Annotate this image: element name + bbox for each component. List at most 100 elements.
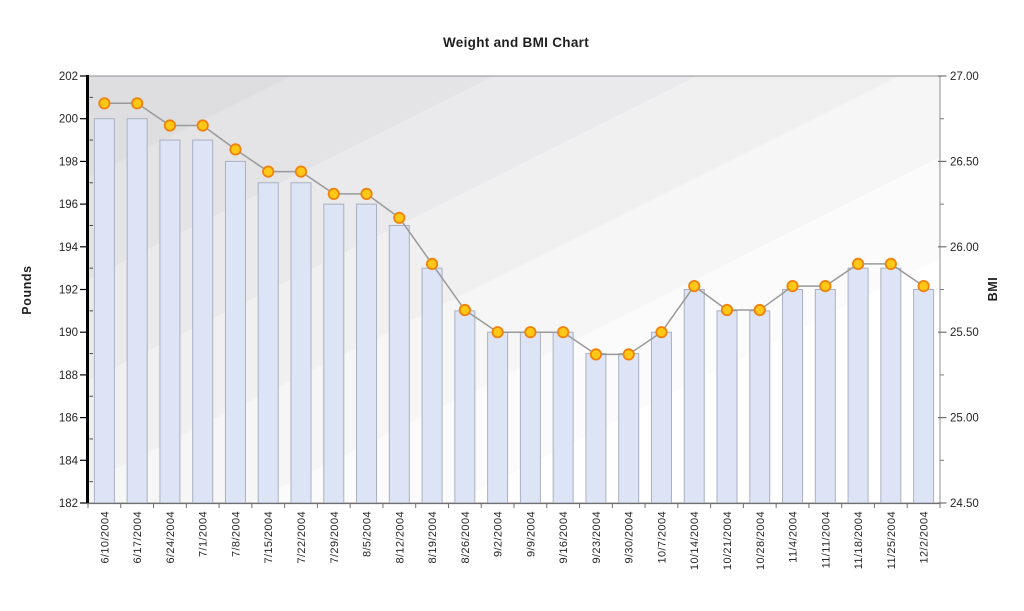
bmi-marker	[688, 279, 701, 293]
weight-bar	[650, 331, 672, 504]
category-label: 12/2/2004	[919, 511, 931, 564]
weight-bar	[782, 289, 804, 504]
weight-bar	[552, 331, 574, 504]
weight-bar	[290, 182, 312, 504]
bmi-marker	[196, 119, 209, 132]
category-label: 10/28/2004	[755, 511, 767, 570]
bmi-marker	[131, 97, 144, 110]
axes-layer	[80, 75, 947, 508]
category-label: 6/17/2004	[132, 511, 144, 564]
category-label: 7/1/2004	[198, 511, 210, 557]
weight-bar	[814, 289, 836, 504]
weight-bar	[847, 267, 869, 504]
left-axis-tick-label: 192	[59, 285, 78, 297]
left-axis-title: Pounds	[20, 265, 34, 314]
category-label: 9/23/2004	[591, 511, 603, 564]
bmi-marker	[229, 143, 242, 156]
bmi-marker	[163, 119, 177, 132]
category-label: 9/9/2004	[525, 511, 537, 557]
right-axis-tick-label: 24.50	[950, 498, 979, 510]
category-label: 7/29/2004	[329, 511, 341, 564]
category-label: 11/18/2004	[853, 511, 865, 569]
left-axis-tick-label: 200	[59, 114, 78, 126]
weight-bar	[683, 289, 705, 504]
category-label: 9/16/2004	[558, 511, 570, 564]
left-axis-tick-label: 186	[59, 413, 78, 425]
weight-bar	[454, 310, 476, 504]
bmi-marker	[524, 326, 537, 339]
weight-bar	[913, 289, 935, 504]
weight-bar	[880, 267, 902, 504]
category-label: 10/14/2004	[689, 511, 701, 570]
category-label: 11/11/2004	[820, 511, 832, 568]
category-label: 7/8/2004	[230, 511, 242, 557]
category-label: 6/24/2004	[165, 511, 177, 564]
weight-bar	[224, 160, 246, 504]
weight-bar	[519, 331, 541, 504]
right-axis-tick-label: 25.50	[950, 327, 979, 339]
left-axis-tick-label: 184	[59, 455, 79, 467]
category-label: 10/7/2004	[656, 511, 668, 564]
category-label: 10/21/2004	[722, 511, 734, 570]
category-label: 8/12/2004	[394, 511, 406, 564]
bmi-marker	[589, 348, 603, 361]
bmi-line	[104, 102, 925, 356]
weight-bar	[93, 118, 115, 504]
right-axis-tick-label: 26.50	[950, 156, 979, 168]
left-axis-tick-label: 196	[59, 199, 78, 211]
bmi-marker	[753, 303, 766, 317]
weight-bar	[749, 310, 771, 504]
bmi-marker	[425, 257, 439, 270]
weight-bar	[487, 331, 509, 504]
right-axis-tick-label: 26.00	[950, 242, 979, 254]
category-label: 9/30/2004	[624, 511, 636, 564]
bmi-marker	[327, 187, 340, 200]
category-label: 11/25/2004	[886, 511, 898, 569]
weight-bar	[421, 267, 443, 504]
bmi-marker	[557, 326, 570, 339]
weight-bar	[159, 139, 181, 504]
right-axis-tick-label: 27.00	[950, 71, 979, 83]
weight-bar	[192, 139, 214, 504]
weight-bar	[323, 203, 345, 504]
bmi-marker	[393, 211, 406, 224]
weight-bar	[356, 203, 378, 504]
weight-bar	[716, 310, 738, 504]
bmi-marker	[622, 348, 635, 361]
category-label: 8/5/2004	[362, 511, 374, 557]
bmi-marker	[360, 187, 373, 200]
category-label: 6/10/2004	[99, 511, 111, 564]
bmi-marker	[491, 326, 504, 339]
weight-bar	[257, 182, 279, 504]
left-axis-tick-label: 198	[59, 156, 78, 168]
left-axis-tick-label: 182	[59, 498, 78, 510]
plot-background-layer	[87, 75, 941, 504]
tick-labels-layer: 182 184 186 188 190 192 194 196 198 200 202 24.50 25…	[59, 71, 979, 570]
left-axis-tick-label: 190	[59, 327, 78, 339]
bmi-marker	[851, 257, 865, 270]
weight-bar	[585, 353, 607, 504]
bmi-line-layer	[98, 97, 930, 361]
bmi-marker	[819, 279, 832, 293]
category-label: 8/26/2004	[460, 511, 472, 564]
category-label: 9/2/2004	[493, 511, 505, 557]
category-label: 8/19/2004	[427, 511, 439, 564]
weight-bar	[618, 353, 640, 504]
right-axis-tick-label: 25.00	[950, 413, 979, 425]
plot-area	[87, 75, 941, 504]
chart-title: Weight and BMI Chart	[443, 35, 589, 50]
left-axis-tick-label: 202	[59, 71, 78, 83]
category-label: 11/4/2004	[788, 511, 800, 563]
category-label: 7/15/2004	[263, 511, 275, 564]
bmi-marker	[884, 257, 897, 270]
category-label: 7/22/2004	[296, 511, 308, 564]
bmi-marker	[294, 165, 308, 178]
weight-bars-layer	[93, 118, 935, 504]
bmi-marker	[917, 279, 930, 293]
weight-bar	[126, 118, 148, 504]
left-axis-tick-label: 194	[59, 242, 79, 254]
bmi-marker	[655, 326, 668, 339]
bmi-marker	[458, 303, 471, 317]
weight-bar	[388, 224, 410, 504]
